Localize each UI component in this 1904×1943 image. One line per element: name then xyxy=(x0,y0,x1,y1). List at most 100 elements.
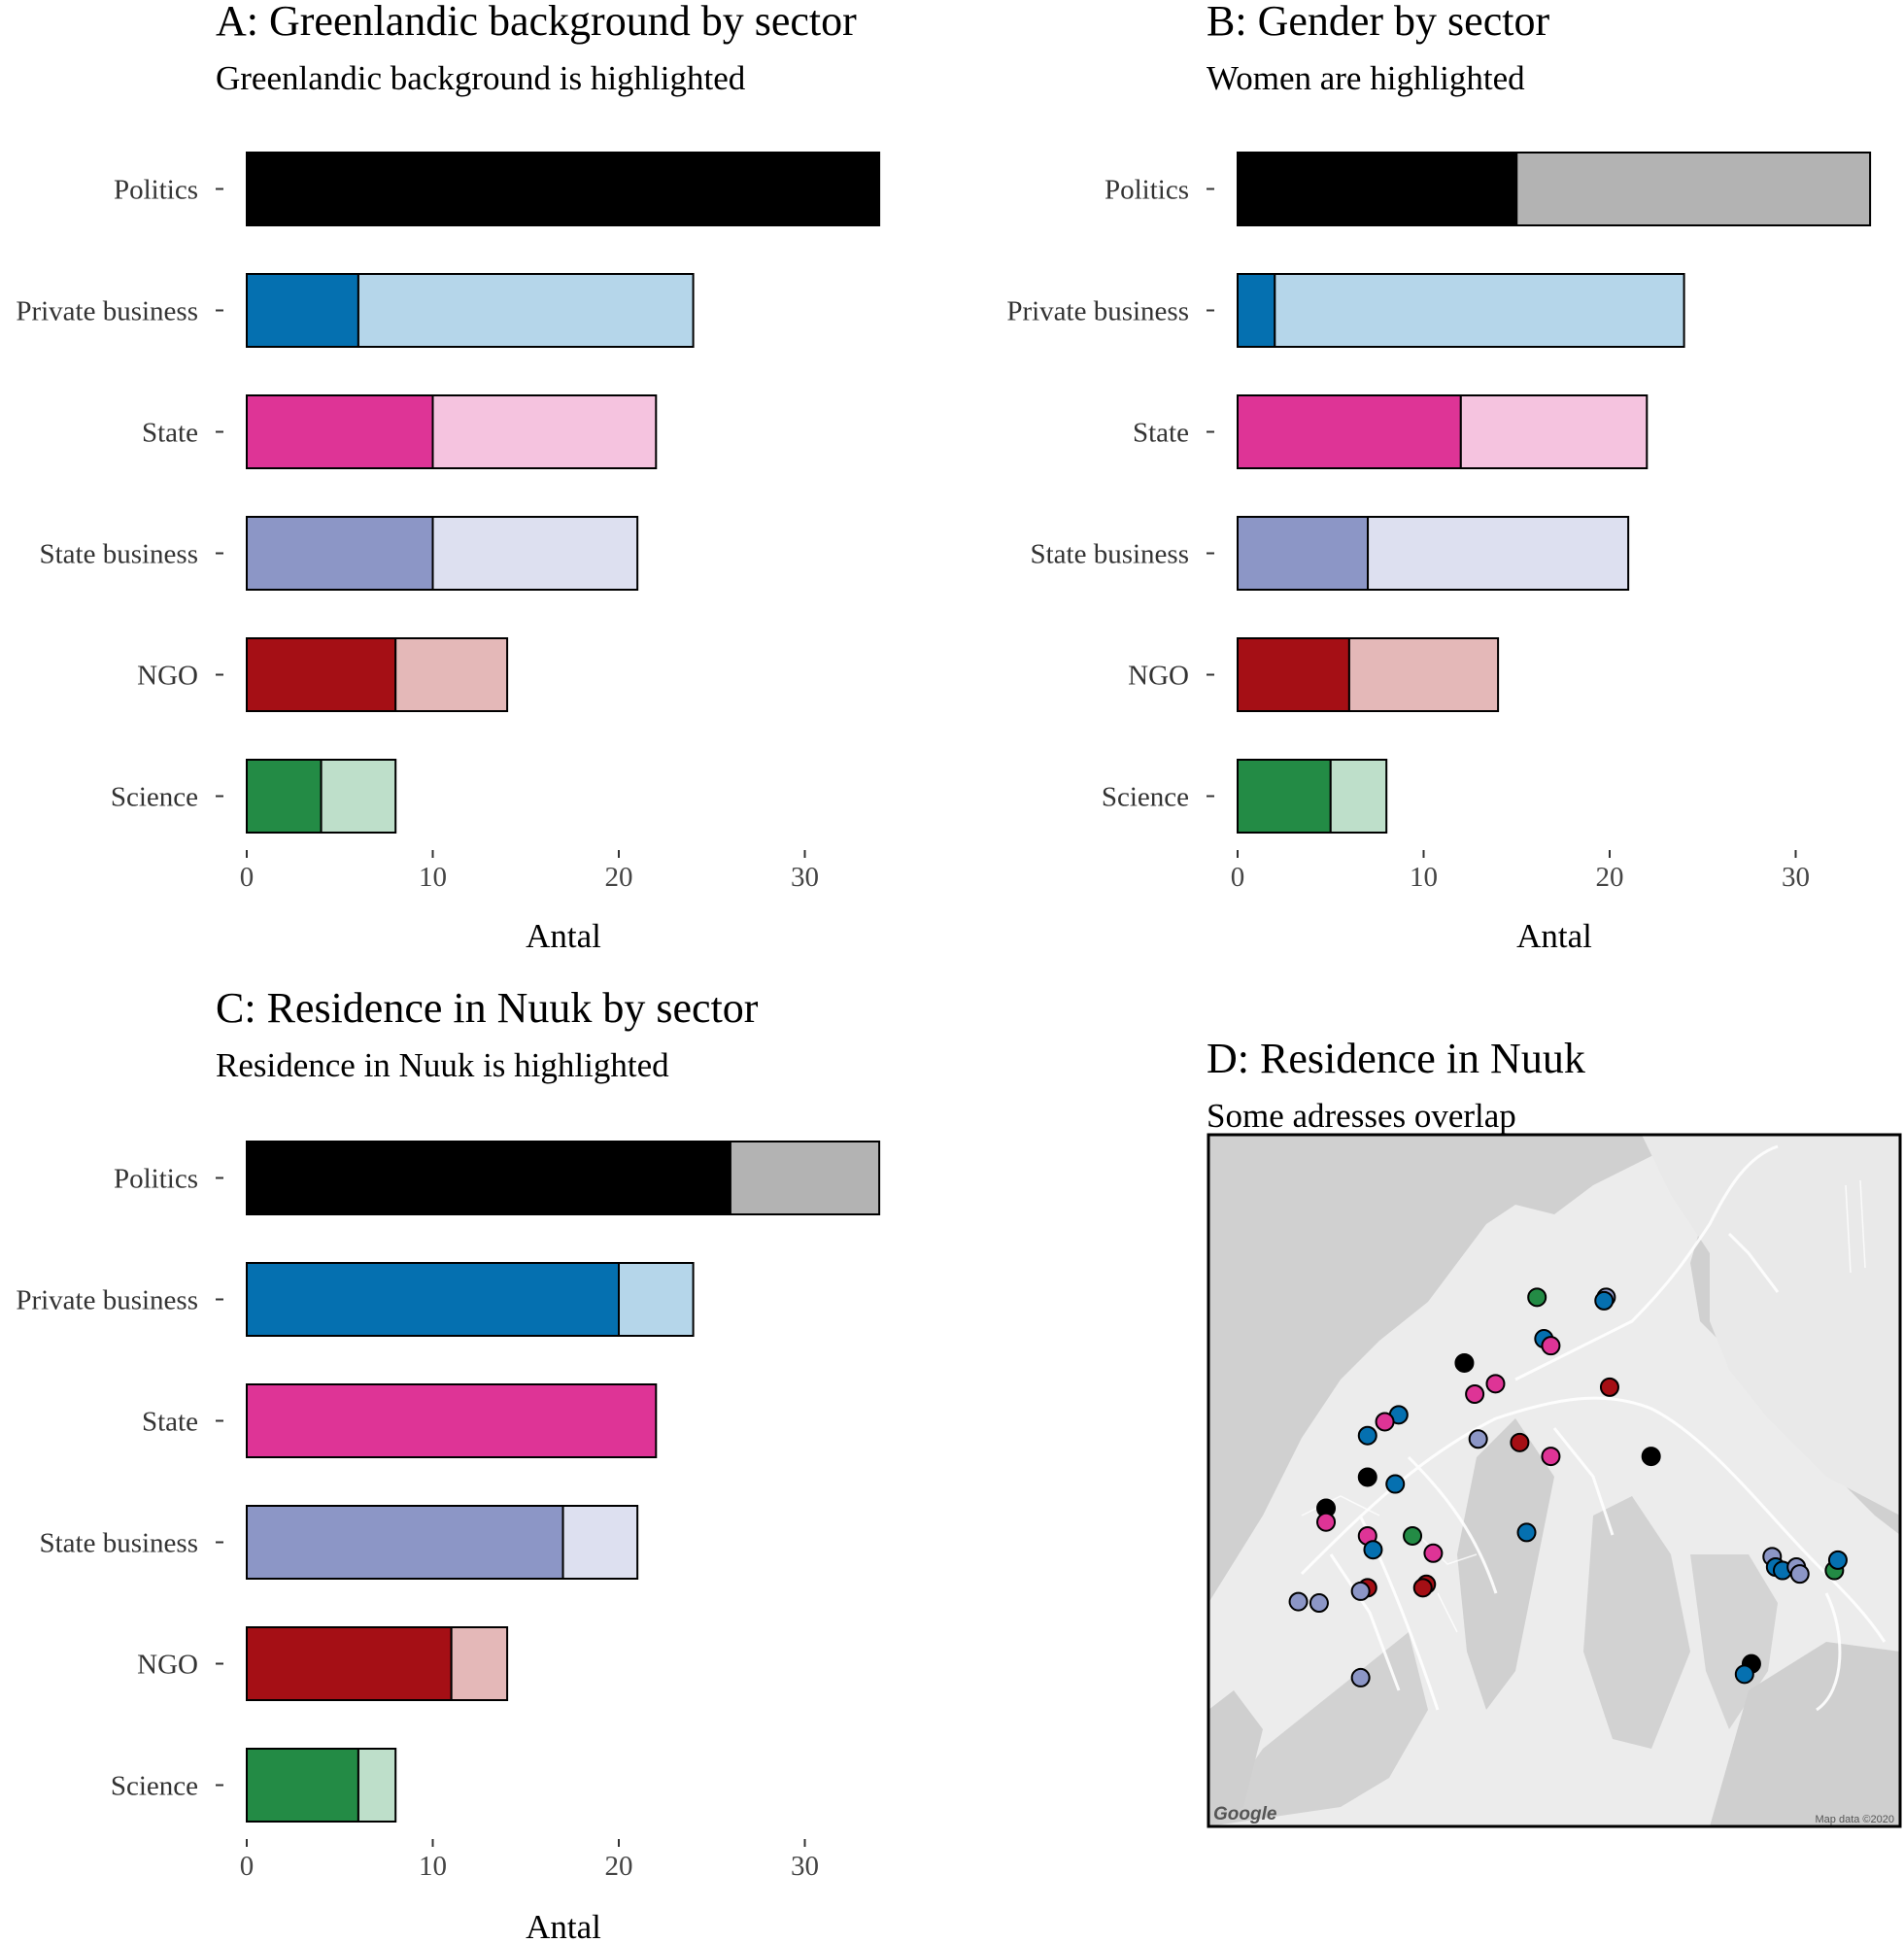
map-point-politics xyxy=(1357,1467,1377,1487)
panel-a-category-label: Politics xyxy=(114,175,198,206)
map-point-politics xyxy=(1454,1352,1475,1373)
map-point-state-business xyxy=(1789,1564,1810,1585)
panel-a-category-label: Private business xyxy=(16,296,198,327)
map-credit-logo: Google xyxy=(1213,1804,1277,1824)
panel-a-x-tick-label: 10 xyxy=(419,862,447,893)
panel-b-bar-state-highlighted xyxy=(1237,394,1462,469)
panel-a-x-tick-label: 20 xyxy=(605,862,633,893)
panel-b-plot-area: Politics Private business State State busin… xyxy=(1006,152,1872,893)
map-point-private-business xyxy=(1357,1425,1377,1446)
panel-b-chart: B: Gender by sector Women are highlighte… xyxy=(1006,0,1872,955)
map-point-private-business xyxy=(1385,1474,1406,1494)
panel-d-map: D: Residence in Nuuk Some adresses overl… xyxy=(1207,1035,1902,1828)
map-point-private-business xyxy=(1516,1522,1537,1543)
map-point-state-business xyxy=(1468,1429,1488,1449)
panel-c-bar-ngo-highlighted xyxy=(246,1626,453,1701)
map-point-state xyxy=(1485,1374,1506,1394)
map-point-private-business xyxy=(1363,1540,1383,1560)
panel-b-category-label: Private business xyxy=(1006,296,1189,327)
panel-b-x-tick-label: 20 xyxy=(1596,862,1624,893)
panel-c-category-label: State business xyxy=(39,1528,198,1559)
panel-b-x-tick-label: 0 xyxy=(1231,862,1245,893)
panel-a-category-label: State business xyxy=(39,539,198,570)
panel-a-subtitle: Greenlandic background is highlighted xyxy=(216,59,746,97)
panel-a-category-label: NGO xyxy=(137,661,198,692)
panel-c-subtitle: Residence in Nuuk is highlighted xyxy=(216,1046,669,1084)
panel-a-bar-state-rest xyxy=(431,394,658,469)
panel-a-bar-state-highlighted xyxy=(246,394,434,469)
map-point-politics xyxy=(1641,1447,1661,1467)
panel-a-bar-ngo-highlighted xyxy=(246,637,397,712)
panel-b-x-tick-label: 30 xyxy=(1782,862,1810,893)
panel-b-bar-science-rest xyxy=(1329,759,1388,834)
panel-c-x-tick-label: 30 xyxy=(791,1851,819,1882)
panel-a-bar-state-business-highlighted xyxy=(246,516,434,591)
panel-d-title: D: Residence in Nuuk xyxy=(1207,1035,1585,1082)
panel-b-title: B: Gender by sector xyxy=(1207,0,1549,45)
map-point-state xyxy=(1541,1336,1561,1356)
panel-b-category-label: NGO xyxy=(1128,661,1189,692)
map-point-private-business xyxy=(1827,1550,1848,1570)
panel-c-bar-private-business-rest xyxy=(618,1262,695,1337)
panel-a-category-label: State xyxy=(142,418,198,449)
panel-c-title: C: Residence in Nuuk by sector xyxy=(216,984,759,1032)
map-point-ngo xyxy=(1412,1578,1433,1598)
panel-c-category-label: State xyxy=(142,1407,198,1438)
panel-b-category-label: Politics xyxy=(1105,175,1189,206)
panel-b-bar-private-business-rest xyxy=(1274,273,1685,348)
panel-c-plot-area: Politics Private business State State busin… xyxy=(16,1141,881,1882)
panel-b-bar-ngo-rest xyxy=(1347,637,1500,712)
panel-c-bar-state-highlighted xyxy=(246,1383,658,1458)
panel-b-x-axis-label: Antal xyxy=(1516,917,1592,955)
panel-c-category-label: Politics xyxy=(114,1164,198,1195)
panel-c-bar-politics-highlighted xyxy=(246,1141,731,1215)
map-point-state-business xyxy=(1309,1593,1329,1614)
panel-b-bar-politics-rest xyxy=(1515,152,1872,226)
panel-c-x-axis-label: Antal xyxy=(526,1908,601,1943)
panel-c-bar-state-business-rest xyxy=(561,1505,639,1580)
panel-c-bar-politics-rest xyxy=(729,1141,881,1215)
panel-c-chart: C: Residence in Nuuk by sector Residence… xyxy=(16,984,881,1943)
panel-a-bar-private-business-highlighted xyxy=(246,273,359,348)
map-data-credit: Map data ©2020 xyxy=(1816,1814,1895,1825)
panel-a-x-tick-label: 30 xyxy=(791,862,819,893)
map-point-science xyxy=(1527,1287,1547,1308)
map-points xyxy=(1288,1287,1848,1687)
panel-c-category-label: Science xyxy=(111,1771,198,1802)
panel-b-category-label: Science xyxy=(1102,782,1189,813)
panel-a-bar-private-business-rest xyxy=(357,273,695,348)
panel-a-x-axis-label: Antal xyxy=(526,917,601,955)
map-point-state-business xyxy=(1350,1581,1371,1601)
map-point-ngo xyxy=(1599,1377,1619,1397)
panel-c-bar-ngo-rest xyxy=(450,1626,509,1701)
panel-a-bar-ngo-rest xyxy=(394,637,509,712)
map-point-state-business xyxy=(1350,1667,1371,1687)
panel-b-bar-politics-highlighted xyxy=(1237,152,1518,226)
map-point-private-business xyxy=(1594,1290,1615,1311)
panel-a-bar-science-rest xyxy=(320,759,397,834)
panel-a-category-label: Science xyxy=(111,782,198,813)
map-point-ngo xyxy=(1510,1432,1530,1452)
panel-a-title: A: Greenlandic background by sector xyxy=(216,0,857,45)
map-point-science xyxy=(1403,1525,1423,1546)
panel-a-bar-science-highlighted xyxy=(246,759,323,834)
panel-a-plot-area: Politics Private business State State busin… xyxy=(16,152,881,893)
panel-b-bar-ngo-highlighted xyxy=(1237,637,1350,712)
map-background xyxy=(1208,1135,1900,1826)
panel-c-bar-private-business-highlighted xyxy=(246,1262,620,1337)
panel-c-x-tick-label: 20 xyxy=(605,1851,633,1882)
map-point-state xyxy=(1423,1543,1444,1563)
panel-c-x-tick-label: 10 xyxy=(419,1851,447,1882)
panel-c-category-label: NGO xyxy=(137,1650,198,1681)
panel-b-bar-science-highlighted xyxy=(1237,759,1332,834)
panel-b-x-tick-label: 10 xyxy=(1410,862,1438,893)
panel-a-bar-politics-highlighted xyxy=(246,152,881,226)
panel-c-bar-science-highlighted xyxy=(246,1748,359,1823)
panel-a-bar-state-business-rest xyxy=(431,516,639,591)
panel-a-x-tick-label: 0 xyxy=(240,862,255,893)
map-point-state xyxy=(1375,1412,1395,1432)
panel-c-x-tick-label: 0 xyxy=(240,1851,255,1882)
panel-b-bar-state-rest xyxy=(1459,394,1649,469)
panel-a-chart: A: Greenlandic background by sector Gree… xyxy=(16,0,881,955)
